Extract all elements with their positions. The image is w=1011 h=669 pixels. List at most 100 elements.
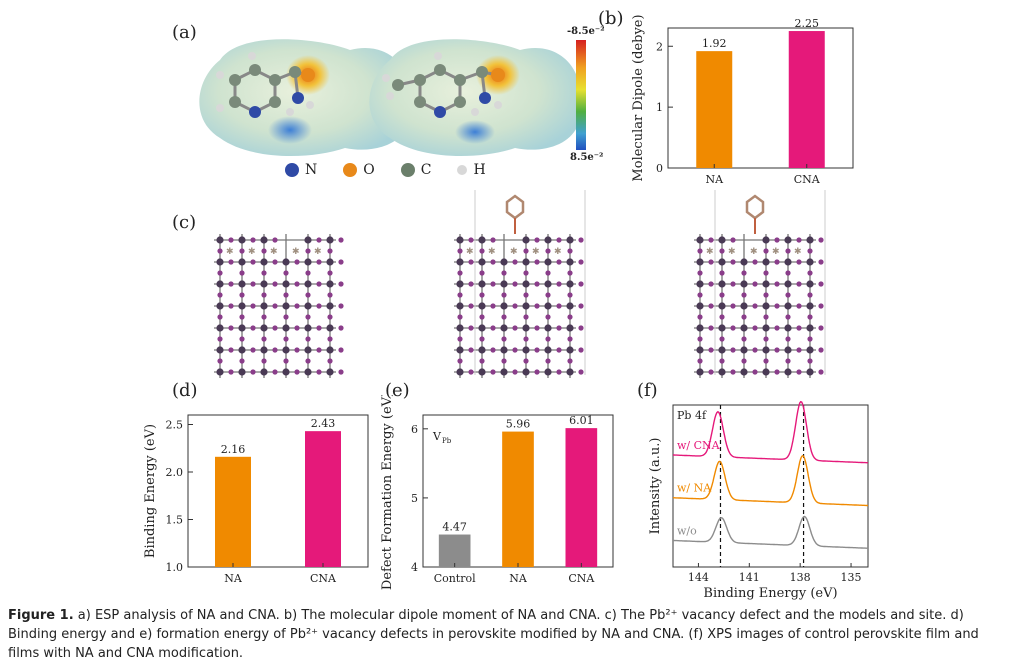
i-atom [818, 347, 824, 353]
pb-atom [696, 258, 704, 266]
caption-figure-label: Figure 1. [8, 608, 74, 623]
i-atom [708, 281, 714, 287]
x-tick-label: Control [434, 572, 476, 585]
organic-cation: ✱ [466, 247, 474, 257]
i-atom [272, 259, 278, 265]
i-atom [239, 292, 245, 298]
i-atom [578, 325, 584, 331]
i-atom [479, 248, 485, 254]
pb-atom [260, 324, 268, 332]
xps-series-label: w/o [677, 524, 697, 537]
i-atom [305, 292, 311, 298]
i-atom [763, 314, 769, 320]
i-atom [217, 358, 223, 364]
bar-cna [788, 31, 825, 169]
bar-na [502, 431, 534, 567]
x-tick-label: NA [224, 572, 243, 585]
i-atom [534, 281, 540, 287]
pb-atom [740, 324, 748, 332]
legend-item-c: C [400, 162, 431, 178]
bar-value-label: 2.43 [311, 417, 336, 430]
pb-atom [260, 368, 268, 376]
organic-cation: ✱ [772, 247, 780, 257]
x-tick-label: CNA [568, 572, 595, 585]
i-atom [545, 270, 551, 276]
i-atom [796, 259, 802, 265]
i-atom [217, 292, 223, 298]
pb-atom [478, 280, 486, 288]
i-atom [294, 369, 300, 375]
i-atom [567, 358, 573, 364]
legend-swatch-h [457, 165, 468, 175]
pb-atom [566, 236, 574, 244]
pb-atom [522, 368, 530, 376]
pb-atom [216, 302, 224, 310]
pb-atom [478, 368, 486, 376]
i-atom [697, 314, 703, 320]
i-atom [785, 270, 791, 276]
bar-na [215, 456, 251, 567]
i-atom [228, 347, 234, 353]
i-atom [785, 336, 791, 342]
legend-item-n: N [285, 162, 317, 178]
legend-label-h: H [473, 162, 486, 178]
i-atom [283, 270, 289, 276]
i-atom [272, 369, 278, 375]
chart-defect-formation-energy: 4 5 6 4.47 Control 5.96 NA 6.01 CNA Defect Format… [380, 395, 614, 590]
i-atom [534, 347, 540, 353]
i-atom [697, 248, 703, 254]
i-atom [719, 292, 725, 298]
pb-atom [718, 280, 726, 288]
i-atom [556, 237, 562, 243]
i-atom [796, 325, 802, 331]
i-atom [250, 303, 256, 309]
legend-swatch-c [400, 163, 415, 177]
pb-atom [238, 258, 246, 266]
pb-atom [806, 258, 814, 266]
i-atom [501, 336, 507, 342]
i-atom [774, 347, 780, 353]
bar-cna [565, 428, 598, 567]
pb-atom [718, 236, 726, 244]
i-atom [272, 281, 278, 287]
y-tick-label: 1.0 [166, 561, 184, 574]
bar-na [696, 51, 733, 169]
i-atom [468, 325, 474, 331]
y-axis-label: Intensity (a.u.) [648, 438, 663, 535]
i-atom [730, 259, 736, 265]
i-atom [479, 336, 485, 342]
legend-label-n: N [305, 162, 318, 178]
i-atom [741, 336, 747, 342]
i-atom [327, 336, 333, 342]
pb-atom [718, 258, 726, 266]
i-atom [468, 369, 474, 375]
i-atom [250, 259, 256, 265]
i-atom [818, 281, 824, 287]
i-atom [490, 325, 496, 331]
pb-atom [326, 280, 334, 288]
i-atom [305, 314, 311, 320]
i-atom [468, 259, 474, 265]
pb-atom [740, 258, 748, 266]
i-atom [327, 314, 333, 320]
pb-atom [216, 324, 224, 332]
i-atom [327, 248, 333, 254]
i-atom [294, 325, 300, 331]
i-atom [512, 281, 518, 287]
pb-atom [260, 236, 268, 244]
i-atom [239, 336, 245, 342]
i-atom [523, 248, 529, 254]
i-atom [774, 281, 780, 287]
pb-atom [456, 258, 464, 266]
y-tick-label: 5 [411, 492, 418, 505]
pb-atom [456, 236, 464, 244]
chart-xps-pb4f: 144 141 138 135 w/ CNA w/ NA w/o Pb 4f Binding E… [648, 400, 869, 600]
i-atom [752, 259, 758, 265]
pb-atom [238, 324, 246, 332]
i-atom [763, 292, 769, 298]
i-atom [752, 281, 758, 287]
pb-atom [282, 302, 290, 310]
pb-atom [696, 280, 704, 288]
i-atom [228, 303, 234, 309]
pb-atom [762, 236, 770, 244]
